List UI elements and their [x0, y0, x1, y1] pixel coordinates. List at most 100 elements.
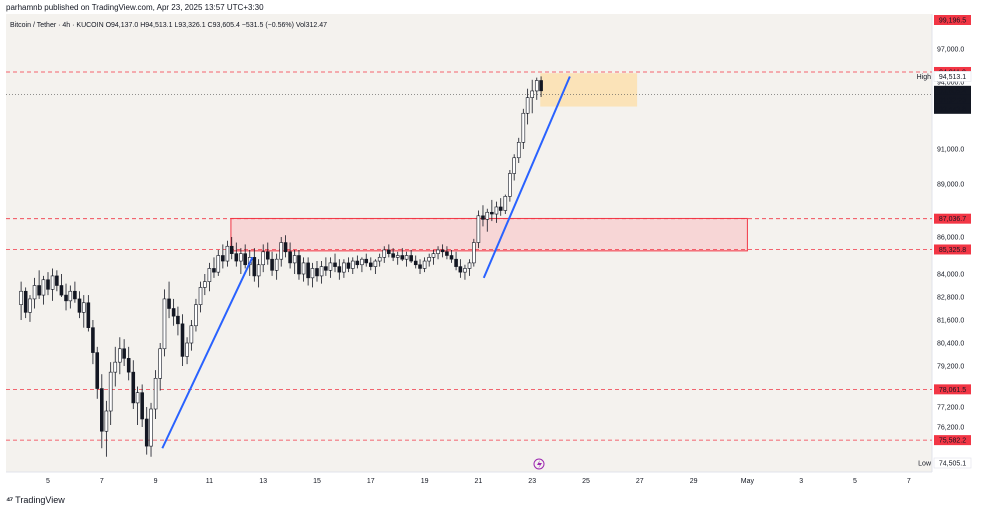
price-marker-label: 94,513.1 [939, 74, 966, 81]
candle-body-101 [472, 242, 476, 264]
supply-zone [540, 73, 638, 107]
brand-footer: ⁴⁷ TradingView [6, 495, 65, 505]
candle-body-25 [131, 371, 136, 404]
candle-body-19 [104, 410, 109, 432]
candle-body-103 [481, 215, 485, 220]
candle-body-34 [171, 308, 176, 317]
price-marker-tag: Low [918, 461, 932, 468]
y-tick-label: 82,800.0 [937, 295, 964, 302]
candle-body-76 [360, 258, 364, 266]
candle-body-0 [19, 290, 23, 305]
candle-body-63 [301, 262, 306, 275]
x-tick-label: 17 [367, 478, 375, 485]
candle-body-18 [100, 388, 104, 432]
candle-body-97 [454, 258, 458, 267]
candle-body-69 [328, 262, 333, 271]
candle-body-27 [140, 392, 144, 420]
candle-body-33 [167, 298, 171, 309]
candle-body-15 [86, 302, 91, 328]
candle-body-6 [46, 279, 50, 290]
price-marker [934, 435, 971, 446]
candle-body-105 [490, 211, 494, 215]
x-tick-label: 13 [259, 478, 267, 485]
brand-name: TradingView [15, 495, 65, 505]
candle-body-49 [239, 253, 243, 262]
candle-body-116 [539, 80, 543, 92]
y-tick-label: 89,000.0 [937, 182, 964, 189]
price-marker [934, 94, 971, 105]
symbol-legend: Bitcoin / Tether · 4h · KUCOIN O94,137.0… [10, 22, 327, 29]
y-tick-label: 80,400.0 [937, 341, 964, 348]
x-tick-label: 5 [853, 478, 857, 485]
candle-body-60 [288, 251, 292, 264]
candle-body-71 [337, 266, 342, 273]
candle-body-85 [400, 255, 405, 260]
price-marker [934, 384, 971, 395]
candle-body-1 [23, 290, 28, 313]
candle-body-94 [440, 249, 445, 253]
trendline-0[interactable] [161, 256, 254, 449]
candle-body-13 [77, 298, 82, 313]
candle-body-81 [382, 249, 387, 258]
candle-body-99 [463, 268, 467, 273]
price-marker-label: 01:32:23 [939, 97, 966, 104]
price-marker [933, 71, 972, 82]
candle-body-26 [135, 392, 140, 404]
candle-body-102 [476, 215, 481, 243]
candle-body-28 [144, 418, 149, 447]
candle-body-89 [418, 264, 422, 269]
candle-body-90 [422, 260, 427, 269]
x-tick-label: 25 [582, 478, 590, 485]
candle-body-82 [387, 249, 391, 254]
demand-zone [230, 217, 748, 252]
candle-body-46 [225, 245, 230, 262]
candle-body-7 [50, 275, 55, 290]
x-tick-label: 11 [206, 478, 213, 485]
candle-body-107 [498, 206, 503, 211]
x-tick-label: 7 [100, 478, 104, 485]
candle-body-72 [342, 262, 346, 273]
x-tick-label: 15 [313, 478, 321, 485]
candle-body-108 [503, 196, 508, 211]
price-marker-label: 75,582.2 [939, 438, 966, 445]
candle-body-35 [176, 315, 180, 325]
candle-body-70 [333, 262, 337, 267]
candle-body-98 [458, 266, 463, 273]
price-marker-label: 93,605.4 [939, 88, 966, 95]
candle-body-111 [516, 142, 521, 159]
candle-body-48 [234, 253, 239, 262]
candle-body-44 [216, 255, 221, 273]
candle-body-113 [525, 97, 530, 114]
price-marker-label: 78,061.5 [939, 387, 966, 394]
candle-body-24 [126, 358, 131, 373]
x-tick-label: 7 [907, 478, 911, 485]
candle-body-92 [431, 253, 436, 258]
candle-body-43 [212, 268, 216, 273]
candle-body-61 [292, 255, 297, 264]
price-marker-label: 87,036.7 [939, 216, 966, 223]
price-marker-label: 93,443.6 [939, 106, 966, 113]
candle-body-29 [149, 408, 153, 447]
candle-body-9 [59, 285, 64, 296]
price-marker-label: 74,505.1 [939, 461, 966, 468]
candle-body-8 [55, 275, 59, 286]
candle-body-115 [534, 80, 539, 92]
candle-body-62 [297, 255, 301, 275]
x-tick-label: 23 [528, 478, 536, 485]
trendline-1[interactable] [482, 76, 571, 279]
x-tick-label: 19 [421, 478, 429, 485]
candle-body-31 [158, 348, 162, 379]
candle-body-67 [319, 266, 324, 277]
candle-body-20 [108, 371, 113, 412]
candle-body-106 [494, 206, 499, 215]
candle-body-14 [81, 302, 86, 313]
tradingview-logo-icon: ⁴⁷ [6, 495, 13, 505]
y-tick-label: 76,200.0 [937, 425, 964, 432]
candle-body-91 [427, 257, 431, 262]
candle-body-30 [153, 377, 158, 410]
candle-body-96 [449, 255, 454, 260]
event-flash-icon[interactable] [533, 458, 545, 470]
candle-body-3 [32, 285, 37, 300]
candle-body-37 [185, 342, 189, 357]
